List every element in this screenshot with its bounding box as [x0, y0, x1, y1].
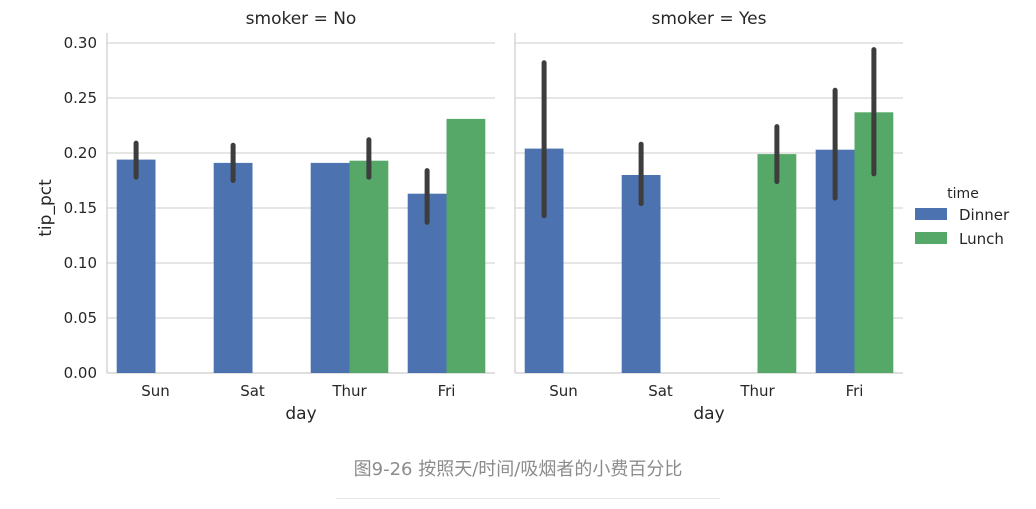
- figure-caption: 图9-26 按照天/时间/吸烟者的小费百分比: [353, 459, 683, 480]
- bar-dinner-thur: [310, 162, 350, 373]
- legend-label-dinner: Dinner: [959, 206, 1010, 224]
- x-tick-label: Sat: [648, 382, 673, 400]
- x-axis-label: day: [285, 404, 316, 424]
- x-tick-label: Sun: [549, 382, 578, 400]
- caption-divider: [336, 498, 720, 499]
- facet-title: smoker = Yes: [652, 9, 767, 29]
- y-tick-label: 0.25: [64, 89, 97, 107]
- x-tick-label: Thur: [739, 382, 775, 400]
- bar-dinner-sat: [213, 162, 253, 373]
- x-axis-label: day: [693, 404, 724, 424]
- y-tick-label: 0.00: [64, 364, 97, 382]
- x-tick-label: Fri: [438, 382, 456, 400]
- y-tick-label: 0.20: [64, 144, 97, 162]
- x-tick-label: Thur: [331, 382, 367, 400]
- x-tick-label: Sat: [240, 382, 265, 400]
- bar-lunch-fri: [446, 118, 486, 374]
- legend-swatch-dinner: [915, 208, 947, 220]
- y-tick-label: 0.05: [64, 309, 97, 327]
- y-tick-label: 0.30: [64, 34, 97, 52]
- bar-lunch-thur: [757, 154, 797, 373]
- x-tick-label: Fri: [846, 382, 864, 400]
- legend-title: time: [947, 186, 979, 202]
- legend-label-lunch: Lunch: [959, 230, 1004, 248]
- y-tick-label: 0.10: [64, 254, 97, 272]
- bar-dinner-sat: [621, 175, 661, 373]
- bar-dinner-sun: [116, 159, 156, 373]
- legend-swatch-lunch: [915, 232, 947, 244]
- facet-title: smoker = No: [246, 9, 357, 29]
- bar-lunch-thur: [349, 160, 389, 373]
- x-tick-label: Sun: [141, 382, 170, 400]
- y-axis-label: tip_pct: [36, 179, 56, 237]
- y-tick-label: 0.15: [64, 199, 97, 217]
